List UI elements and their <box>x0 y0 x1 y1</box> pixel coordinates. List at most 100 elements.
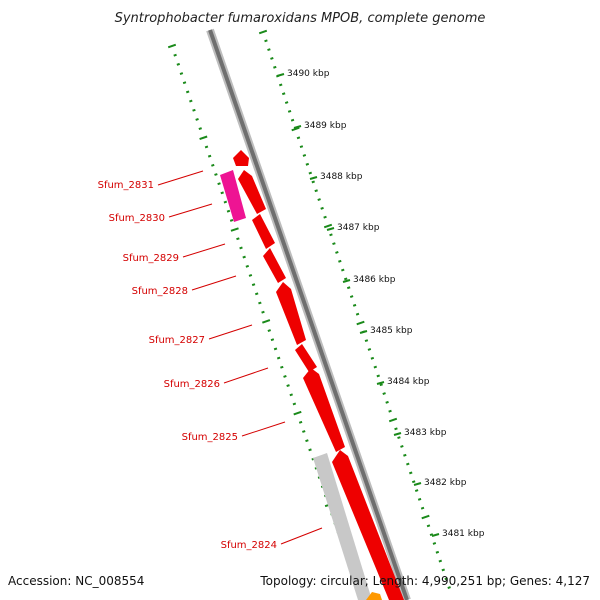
minor-tick <box>223 200 228 204</box>
minor-tick <box>189 99 193 103</box>
minor-tick <box>211 163 215 167</box>
minor-tick <box>376 374 380 378</box>
gene-arrow-sfum-2826[interactable] <box>295 344 317 372</box>
minor-tick <box>276 356 281 360</box>
genome-stats-text: Topology: circular; Length: 4,990,251 bp… <box>259 574 590 588</box>
minor-tick <box>370 356 375 360</box>
gene-leader-line <box>223 367 269 384</box>
minor-tick <box>286 384 290 388</box>
major-tick <box>388 417 398 423</box>
minor-tick <box>420 506 425 510</box>
minor-tick <box>302 430 306 433</box>
minor-tick <box>207 154 212 158</box>
gene-arrow-sfum-2830[interactable] <box>238 170 266 214</box>
major-tick <box>262 319 271 324</box>
gene-label-sfum-2828[interactable]: Sfum_2828 <box>132 286 188 297</box>
minor-tick <box>192 108 196 112</box>
kbp-tick <box>393 432 402 436</box>
kbp-tick <box>309 176 318 180</box>
minor-tick <box>447 586 451 589</box>
minor-tick <box>254 292 259 296</box>
minor-tick <box>438 559 443 563</box>
minor-tick <box>173 53 177 57</box>
gene-arrow-sfum-2831[interactable] <box>233 150 249 166</box>
minor-tick <box>409 471 413 475</box>
kbp-label: 3485 kbp <box>370 326 413 336</box>
gene-leader-line <box>280 527 323 545</box>
minor-tick <box>298 420 303 424</box>
minor-tick <box>352 303 357 307</box>
kbp-tick <box>342 279 351 283</box>
minor-tick <box>217 182 221 186</box>
minor-tick <box>397 436 401 440</box>
kbp-label: 3481 kbp <box>442 529 485 539</box>
kbp-label: 3483 kbp <box>404 428 447 438</box>
minor-tick <box>373 365 378 369</box>
minor-tick <box>367 348 372 351</box>
minor-tick <box>236 237 240 241</box>
minor-tick <box>305 162 310 166</box>
minor-tick <box>364 339 369 343</box>
gene-arrow-sfum-2829[interactable] <box>252 214 275 249</box>
minor-tick <box>242 255 246 259</box>
gene-leader-line <box>182 243 226 258</box>
minor-tick <box>292 402 297 406</box>
gene-label-sfum-2829[interactable]: Sfum_2829 <box>123 253 179 264</box>
minor-tick <box>290 118 295 122</box>
minor-tick <box>305 439 309 443</box>
minor-tick <box>414 489 419 492</box>
minor-tick <box>283 374 287 378</box>
minor-tick <box>273 347 278 351</box>
major-tick <box>293 410 302 416</box>
minor-tick <box>302 154 307 157</box>
major-tick <box>199 135 208 141</box>
minor-tick <box>204 145 209 149</box>
gene-leader-line <box>208 324 253 340</box>
orange-gene-block[interactable] <box>366 592 382 600</box>
gene-arrow-sfum-2825[interactable] <box>303 368 345 452</box>
minor-tick <box>299 145 304 149</box>
minor-tick <box>182 81 187 85</box>
gene-label-sfum-2830[interactable]: Sfum_2830 <box>109 213 165 224</box>
gene-label-sfum-2824[interactable]: Sfum_2824 <box>221 540 277 551</box>
gene-arrow-sfum-2824[interactable] <box>332 450 404 600</box>
major-tick <box>230 227 239 232</box>
minor-tick <box>264 39 268 43</box>
minor-tick <box>220 191 224 195</box>
major-tick <box>291 126 300 132</box>
gene-arrow-sfum-2828[interactable] <box>263 248 286 283</box>
major-tick <box>323 223 333 229</box>
minor-tick <box>314 189 318 193</box>
gene-leader-line <box>168 203 213 218</box>
minor-tick <box>270 338 275 342</box>
minor-tick <box>308 171 313 175</box>
gene-label-sfum-2825[interactable]: Sfum_2825 <box>182 432 238 443</box>
minor-tick <box>343 277 348 281</box>
major-tick <box>258 29 268 35</box>
gene-label-sfum-2827[interactable]: Sfum_2827 <box>149 335 205 346</box>
minor-tick <box>226 209 231 213</box>
minor-tick <box>394 427 398 431</box>
minor-tick <box>195 117 199 121</box>
kbp-label: 3490 kbp <box>287 69 330 79</box>
gene-label-sfum-2826[interactable]: Sfum_2826 <box>164 379 220 390</box>
magenta-gene-block[interactable] <box>220 170 246 222</box>
minor-tick <box>388 409 392 413</box>
genome-backbone <box>206 28 411 600</box>
minor-tick <box>385 400 389 404</box>
minor-tick <box>229 218 234 222</box>
minor-tick <box>406 462 410 466</box>
accession-text: Accession: NC_008554 <box>8 574 144 588</box>
minor-tick <box>267 48 271 52</box>
gene-label-sfum-2831[interactable]: Sfum_2831 <box>98 180 154 191</box>
gene-arrow-sfum-2827[interactable] <box>276 282 306 345</box>
kbp-tick <box>431 533 440 537</box>
kbp-label: 3486 kbp <box>353 275 396 285</box>
grey-gene-block[interactable] <box>313 453 372 600</box>
minor-tick <box>280 365 284 369</box>
minor-tick <box>441 568 445 572</box>
kbp-label: 3487 kbp <box>337 223 380 233</box>
minor-tick <box>341 268 345 272</box>
kbp-label: 3484 kbp <box>387 377 430 387</box>
